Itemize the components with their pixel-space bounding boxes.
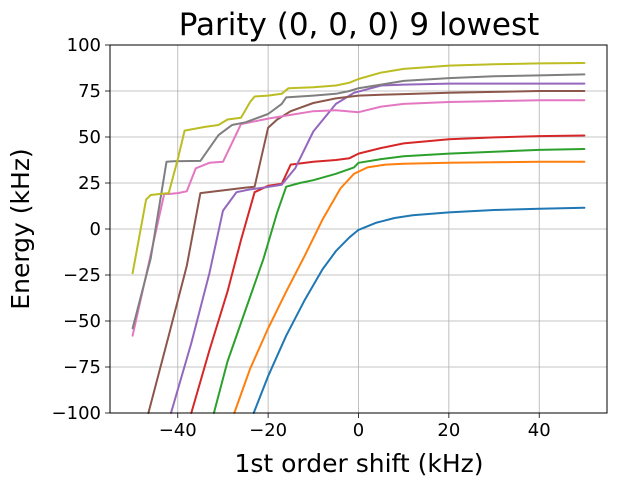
- y-tick-label: 0: [90, 219, 101, 240]
- x-ticks: −40 −20 0 20 40: [159, 413, 551, 441]
- series-line-7: [131, 99, 586, 337]
- y-tick-label: 50: [78, 127, 101, 148]
- series-line-5: [170, 82, 586, 414]
- series-line-2: [233, 160, 586, 414]
- x-tick-label: 0: [353, 420, 364, 441]
- series-lines: [131, 62, 586, 414]
- series-line-9: [131, 62, 586, 275]
- y-tick-label: −100: [52, 403, 101, 424]
- series-line-3: [212, 148, 586, 414]
- y-tick-label: 25: [78, 173, 101, 194]
- y-axis-label: Energy (kHz): [6, 148, 35, 309]
- x-tick-label: −40: [159, 420, 197, 441]
- series-line-6: [147, 90, 586, 414]
- y-tick-label: −75: [63, 357, 101, 378]
- y-tick-label: 100: [67, 35, 101, 56]
- y-tick-label: 75: [78, 81, 101, 102]
- x-axis-label: 1st order shift (kHz): [234, 449, 483, 478]
- y-tick-label: −50: [63, 311, 101, 332]
- series-line-4: [190, 134, 586, 414]
- y-ticks: −100 −75 −50 −25 0 25 50 75 100: [52, 35, 110, 424]
- x-tick-label: 20: [437, 420, 460, 441]
- series-line-8: [131, 73, 586, 330]
- y-tick-label: −25: [63, 265, 101, 286]
- x-tick-label: 40: [528, 420, 551, 441]
- series-line-1: [252, 206, 586, 414]
- x-tick-label: −20: [249, 420, 287, 441]
- chart-title: Parity (0, 0, 0) 9 lowest: [179, 7, 540, 43]
